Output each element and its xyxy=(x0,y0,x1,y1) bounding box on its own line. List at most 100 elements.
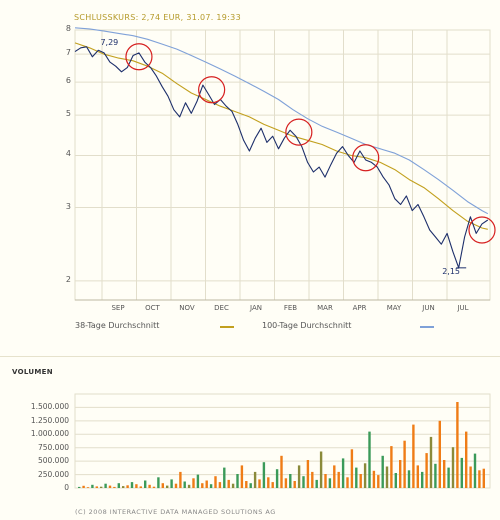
volume-bar xyxy=(284,478,288,488)
price-chart: 7,29 2,15 xyxy=(74,27,496,301)
x-tick-label: JUL xyxy=(457,304,469,312)
volume-bar xyxy=(100,486,103,488)
chart-header: SCHLUSSKURS: 2,74 EUR, 31.07. 19:33 xyxy=(74,13,241,22)
annotation-label: 7,29 xyxy=(100,38,118,47)
volume-bar xyxy=(227,479,230,488)
y-tick-label: 8 xyxy=(65,24,71,33)
volume-bar xyxy=(394,473,397,488)
volume-bar xyxy=(434,463,437,488)
volume-bar xyxy=(144,480,147,488)
volume-tick-label: 1.250.000 xyxy=(30,415,69,425)
volume-bar xyxy=(152,486,156,488)
x-tick-label: NOV xyxy=(179,304,195,312)
volume-bar xyxy=(478,470,481,488)
volume-bar xyxy=(108,485,112,488)
volume-bar xyxy=(95,486,98,488)
plot-frame xyxy=(74,29,491,301)
volume-bar xyxy=(421,471,424,488)
y-tick-label: 2 xyxy=(65,274,71,284)
volume-bar xyxy=(117,483,120,488)
volume-bar xyxy=(443,460,446,488)
volume-bar xyxy=(416,465,419,488)
volume-bars xyxy=(78,402,485,489)
volume-bar xyxy=(240,465,244,488)
volume-bar xyxy=(381,455,384,489)
x-tick-label: APR xyxy=(352,304,367,312)
volume-bar xyxy=(337,471,340,488)
volume-bar xyxy=(218,482,222,488)
volume-bar xyxy=(122,486,125,488)
legend-ma38-swatch xyxy=(220,326,234,328)
volume-bar xyxy=(456,402,459,488)
volume-bar xyxy=(187,484,191,488)
volume-bar xyxy=(113,486,116,488)
y-tick-label: 6 xyxy=(65,76,71,86)
volume-bar xyxy=(469,466,472,488)
volume-bar xyxy=(385,466,389,488)
x-tick-label: MAR xyxy=(317,304,333,312)
volume-bar xyxy=(258,479,261,488)
volume-bar xyxy=(267,477,270,489)
volume-bar xyxy=(196,474,200,488)
volume-bar xyxy=(350,449,354,488)
volume-bar xyxy=(372,470,376,488)
volume-bar xyxy=(192,478,195,488)
y-tick-label: 3 xyxy=(65,201,71,211)
volume-bar xyxy=(328,478,332,488)
volume-bar xyxy=(223,467,226,488)
volume-title: VOLUMEN xyxy=(12,368,53,376)
volume-bar xyxy=(262,462,266,488)
volume-bar xyxy=(174,483,178,488)
section-divider xyxy=(0,356,500,357)
volume-bar xyxy=(183,481,186,488)
volume-bar xyxy=(231,483,235,488)
volume-bar xyxy=(302,476,305,488)
volume-bar xyxy=(86,487,90,488)
volume-tick-label: 0 xyxy=(64,483,69,492)
y-tick-label: 4 xyxy=(65,149,71,159)
volume-bar xyxy=(249,483,252,488)
volume-bar xyxy=(236,474,239,488)
volume-bar xyxy=(407,470,411,488)
volume-bar xyxy=(166,485,169,488)
highlight-circle xyxy=(468,216,496,244)
x-tick-label: DEC xyxy=(214,304,229,312)
volume-bar xyxy=(429,436,433,488)
volume-bar xyxy=(377,475,380,488)
highlight-circle xyxy=(352,144,380,172)
volume-bar xyxy=(333,465,336,488)
volume-bar xyxy=(465,431,468,488)
volume-bar xyxy=(91,484,94,488)
copyright-footer: (C) 2008 INTERACTIVE DATA MANAGED SOLUTI… xyxy=(75,508,276,516)
volume-tick-label: 750.000 xyxy=(37,442,69,452)
volume-bar xyxy=(293,481,296,488)
volume-bar xyxy=(253,471,257,488)
x-tick-label: MAY xyxy=(386,304,402,312)
volume-bar xyxy=(359,474,362,488)
price-annotations: 7,29 2,15 xyxy=(100,38,467,276)
volume-bar xyxy=(275,469,279,488)
volume-bar xyxy=(126,485,129,488)
volume-bar xyxy=(482,468,485,488)
volume-bar xyxy=(205,480,208,488)
volume-bar xyxy=(311,471,314,488)
volume-bar xyxy=(214,476,217,488)
volume-bar xyxy=(135,484,138,488)
x-tick-label: FEB xyxy=(283,304,298,312)
volume-tick-label: 1.500.000 xyxy=(30,402,69,412)
volume-tick-label: 500.000 xyxy=(37,456,69,466)
legend-ma100-swatch xyxy=(420,326,434,328)
volume-bar xyxy=(139,486,142,488)
volume-bar xyxy=(297,465,301,488)
legend-ma38-label: 38-Tage Durchschnitt xyxy=(75,321,160,330)
volume-bar xyxy=(104,483,107,488)
highlight-circle xyxy=(125,43,153,71)
volume-bar xyxy=(399,460,402,488)
price-grid xyxy=(74,29,491,301)
volume-bar xyxy=(170,479,173,488)
volume-bar xyxy=(346,477,349,489)
volume-bar xyxy=(451,447,455,488)
volume-bar xyxy=(148,484,151,488)
volume-tick-label: 1.000.000 xyxy=(30,429,69,439)
y-tick-label: 5 xyxy=(65,109,71,119)
